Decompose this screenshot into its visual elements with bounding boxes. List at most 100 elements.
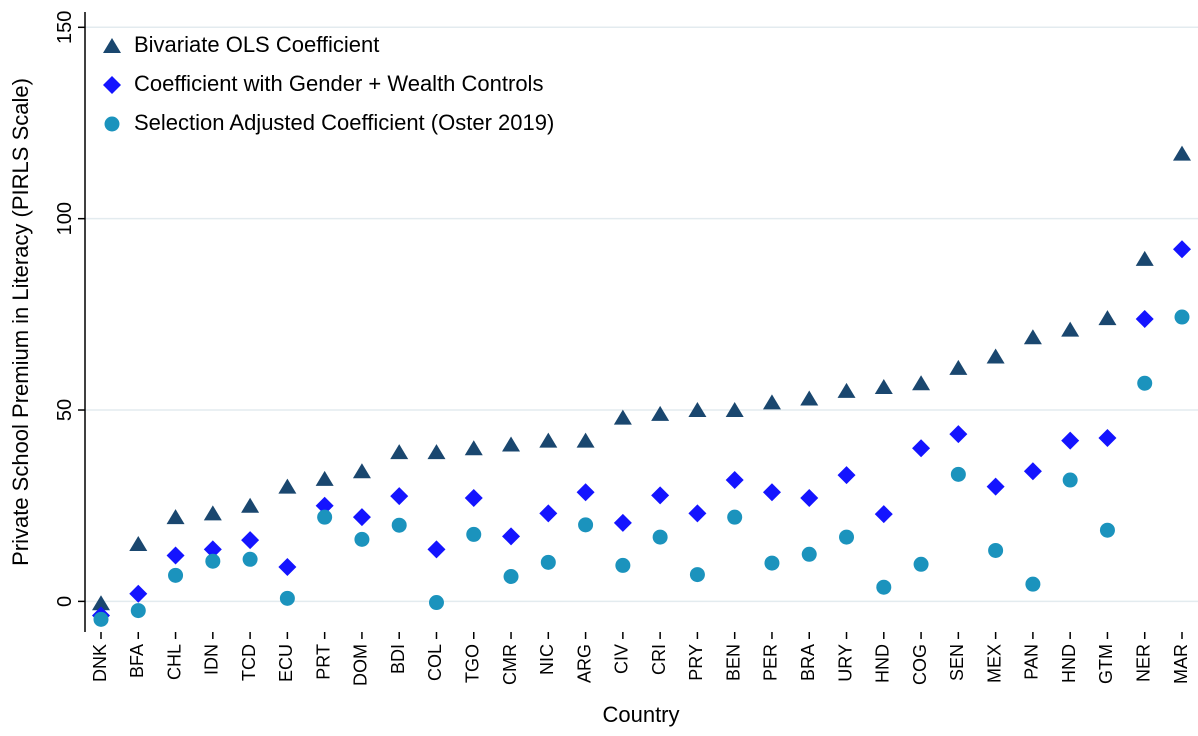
point bbox=[949, 359, 968, 375]
point bbox=[92, 595, 110, 611]
point bbox=[166, 546, 185, 565]
point bbox=[278, 557, 297, 576]
y-axis-label: Private School Premium in Literacy (PIRL… bbox=[8, 78, 33, 566]
point bbox=[800, 489, 819, 508]
x-tick-label: PRT bbox=[313, 644, 333, 680]
point bbox=[539, 504, 558, 523]
point bbox=[203, 505, 222, 521]
point bbox=[352, 508, 371, 527]
x-tick-label: NER bbox=[1133, 644, 1153, 682]
x-tick-label: MAR bbox=[1171, 644, 1191, 684]
legend-label: Bivariate OLS Coefficient bbox=[134, 32, 379, 57]
legend-marker bbox=[104, 116, 120, 132]
point bbox=[912, 375, 931, 391]
point bbox=[129, 584, 148, 603]
point bbox=[203, 540, 222, 559]
x-tick-label: BFA bbox=[127, 644, 147, 678]
point bbox=[278, 478, 297, 494]
point bbox=[576, 432, 595, 448]
x-tick-label: PRY bbox=[686, 644, 706, 681]
x-tick-label: COL bbox=[425, 644, 445, 681]
point bbox=[912, 439, 931, 458]
point bbox=[391, 517, 407, 533]
x-axis-label: Country bbox=[602, 702, 679, 727]
x-tick-label: URY bbox=[835, 644, 855, 682]
x-tick-label: ECU bbox=[276, 644, 296, 682]
x-tick-label: COG bbox=[910, 644, 930, 685]
point bbox=[466, 526, 482, 542]
point bbox=[1135, 250, 1154, 266]
point bbox=[93, 611, 109, 627]
point bbox=[1023, 462, 1042, 481]
point bbox=[1173, 145, 1191, 161]
y-tick-label: 100 bbox=[54, 202, 76, 235]
point bbox=[428, 595, 444, 611]
point bbox=[688, 402, 707, 418]
point bbox=[651, 405, 670, 421]
point bbox=[652, 529, 668, 545]
point bbox=[241, 497, 260, 513]
point bbox=[725, 471, 744, 490]
point bbox=[576, 483, 595, 502]
point bbox=[988, 542, 1004, 558]
point bbox=[725, 402, 744, 418]
x-tick-label: CIV bbox=[612, 644, 632, 674]
point bbox=[837, 466, 856, 485]
x-tick-label: DOM bbox=[351, 644, 371, 686]
point bbox=[1062, 472, 1078, 488]
point bbox=[464, 440, 483, 456]
point bbox=[913, 556, 929, 572]
x-tick-label: ARG bbox=[574, 644, 594, 683]
point bbox=[427, 540, 446, 559]
point bbox=[130, 603, 146, 619]
point bbox=[503, 569, 519, 585]
point bbox=[689, 567, 705, 583]
x-tick-label: TGO bbox=[463, 644, 483, 683]
x-tick-label: PAN bbox=[1022, 644, 1042, 680]
x-tick-label: HND bbox=[873, 644, 893, 683]
legend-marker bbox=[103, 76, 121, 94]
point bbox=[986, 348, 1005, 364]
point bbox=[949, 425, 968, 444]
x-tick-label: IDN bbox=[202, 644, 222, 675]
x-tick-label: BEN bbox=[723, 644, 743, 681]
point bbox=[762, 483, 781, 502]
point bbox=[352, 463, 371, 479]
point bbox=[1173, 240, 1191, 259]
point bbox=[129, 535, 148, 551]
point bbox=[1025, 576, 1041, 592]
y-tick-label: 0 bbox=[54, 596, 76, 607]
point bbox=[578, 517, 594, 533]
point bbox=[1098, 310, 1117, 326]
point bbox=[464, 489, 483, 508]
x-tick-label: TCD bbox=[239, 644, 259, 681]
point bbox=[613, 409, 632, 425]
point bbox=[1098, 428, 1117, 447]
point bbox=[615, 557, 631, 573]
point bbox=[801, 546, 817, 562]
point bbox=[315, 470, 334, 486]
point bbox=[242, 551, 258, 567]
point bbox=[986, 477, 1005, 496]
point bbox=[539, 432, 558, 448]
point bbox=[168, 567, 184, 583]
x-tick-label: GTM bbox=[1096, 644, 1116, 684]
y-tick-label: 150 bbox=[54, 11, 76, 44]
point bbox=[1135, 309, 1154, 328]
legend-label: Selection Adjusted Coefficient (Oster 20… bbox=[134, 110, 554, 135]
y-tick-label: 50 bbox=[54, 399, 76, 421]
x-tick-label: CHL bbox=[164, 644, 184, 680]
point bbox=[1137, 375, 1153, 391]
x-tick-label: NIC bbox=[537, 644, 557, 675]
point bbox=[874, 505, 893, 524]
x-tick-label: MEX bbox=[984, 644, 1004, 683]
point bbox=[764, 555, 780, 571]
point bbox=[1061, 431, 1080, 450]
point bbox=[502, 527, 521, 546]
x-tick-label: BDI bbox=[388, 644, 408, 674]
point bbox=[205, 553, 221, 569]
point bbox=[540, 554, 556, 570]
point bbox=[950, 466, 966, 482]
legend-marker bbox=[103, 38, 121, 53]
